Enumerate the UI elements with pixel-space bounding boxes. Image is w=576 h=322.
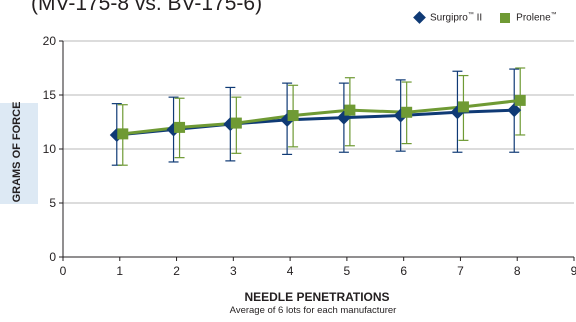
x-tick-label-5: 5 [344,264,351,278]
axis-highlight-band [0,103,38,204]
x-axis-label: NEEDLE PENETRATIONS [244,290,390,304]
x-tick-label-2: 2 [173,264,180,278]
prolene-point-2 [174,121,186,133]
prolene-point-5 [344,104,356,116]
y-tick-label-5: 5 [49,196,56,210]
prolene-point-8 [514,94,526,106]
x-tick-label-9: 9 [571,264,576,278]
x-tick-label-0: 0 [60,264,67,278]
surgipro-point-8 [507,103,522,118]
legend-label-prolene: Prolene™ [516,12,557,24]
legend-square-marker [500,12,511,23]
x-tick-label-1: 1 [116,264,123,278]
y-tick-label-15: 15 [43,88,57,102]
x-tick-label-8: 8 [514,264,521,278]
prolene-point-4 [287,110,299,122]
prolene-point-6 [401,106,413,118]
prolene-point-3 [230,117,242,129]
x-tick-label-6: 6 [400,264,407,278]
chart-legend: Surgipro™ II Prolene™ [413,11,575,25]
chart-title: (MV-175-8 vs. BV-175-6) [31,0,263,15]
y-tick-label-0: 0 [49,250,56,264]
y-tick-label-10: 10 [43,142,57,156]
x-tick-label-4: 4 [287,264,294,278]
x-tick-label-3: 3 [230,264,237,278]
y-tick-label-20: 20 [43,34,57,48]
prolene-point-1 [117,128,129,140]
x-tick-label-7: 7 [457,264,464,278]
legend-item-prolene: Prolene™ [500,12,557,24]
legend-label-surgipro: Surgipro™ II [430,12,483,24]
prolene-point-7 [457,101,469,113]
x-axis-sublabel: Average of 6 lots for each manufacturer [229,305,397,316]
legend-item-surgipro: Surgipro™ II [413,11,483,25]
prolene-series-line [122,98,521,136]
